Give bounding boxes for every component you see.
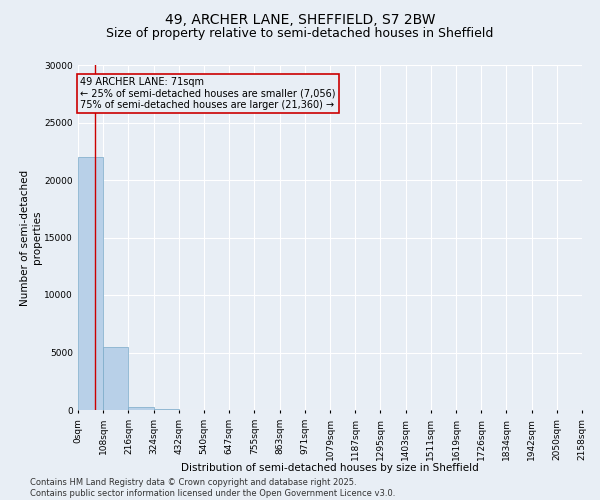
Text: 49 ARCHER LANE: 71sqm
← 25% of semi-detached houses are smaller (7,056)
75% of s: 49 ARCHER LANE: 71sqm ← 25% of semi-deta… bbox=[80, 76, 336, 110]
X-axis label: Distribution of semi-detached houses by size in Sheffield: Distribution of semi-detached houses by … bbox=[181, 462, 479, 472]
Text: Contains HM Land Registry data © Crown copyright and database right 2025.
Contai: Contains HM Land Registry data © Crown c… bbox=[30, 478, 395, 498]
Text: 49, ARCHER LANE, SHEFFIELD, S7 2BW: 49, ARCHER LANE, SHEFFIELD, S7 2BW bbox=[165, 12, 435, 26]
Bar bbox=[78, 157, 103, 410]
Bar bbox=[103, 347, 128, 410]
Bar bbox=[128, 406, 154, 410]
Text: Size of property relative to semi-detached houses in Sheffield: Size of property relative to semi-detach… bbox=[106, 28, 494, 40]
Y-axis label: Number of semi-detached
properties: Number of semi-detached properties bbox=[20, 170, 41, 306]
